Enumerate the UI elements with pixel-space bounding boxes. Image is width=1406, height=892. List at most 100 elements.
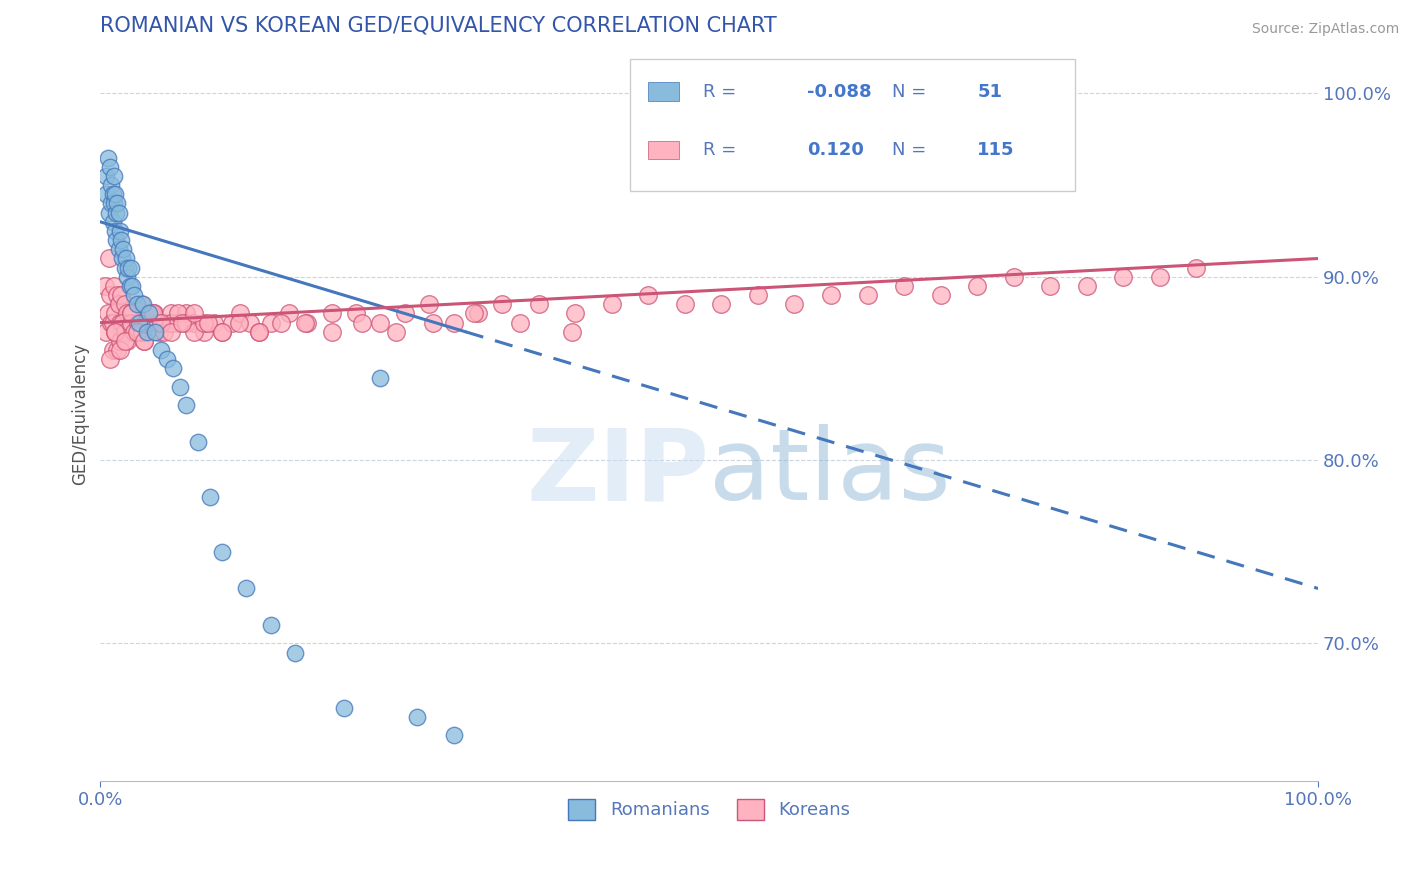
Point bbox=[134, 334, 156, 348]
Point bbox=[422, 316, 444, 330]
Point bbox=[284, 646, 307, 660]
Text: 51: 51 bbox=[977, 83, 1002, 101]
Point bbox=[104, 224, 127, 238]
Point bbox=[104, 325, 127, 339]
Point bbox=[247, 325, 270, 339]
Point bbox=[97, 205, 120, 219]
Point bbox=[117, 316, 139, 330]
Point bbox=[600, 297, 623, 311]
Point bbox=[228, 316, 250, 330]
Point bbox=[120, 306, 142, 320]
Point bbox=[174, 398, 197, 412]
Point bbox=[167, 306, 190, 320]
Point bbox=[491, 297, 513, 311]
Point bbox=[101, 316, 124, 330]
Point bbox=[153, 316, 176, 330]
Point bbox=[929, 288, 952, 302]
Point bbox=[112, 316, 135, 330]
Point bbox=[193, 325, 215, 339]
Point bbox=[105, 325, 128, 339]
Point bbox=[160, 316, 183, 330]
Point bbox=[561, 325, 583, 339]
Point bbox=[124, 325, 146, 339]
Point bbox=[463, 306, 485, 320]
Point bbox=[673, 297, 696, 311]
Point bbox=[105, 196, 128, 211]
Point bbox=[97, 306, 120, 320]
Point bbox=[160, 325, 183, 339]
Point bbox=[103, 169, 125, 183]
Point bbox=[142, 306, 165, 320]
Text: R =: R = bbox=[703, 83, 742, 101]
Point bbox=[107, 243, 129, 257]
Point bbox=[856, 288, 879, 302]
Point bbox=[128, 316, 150, 330]
Point bbox=[125, 325, 148, 339]
Point bbox=[211, 325, 233, 339]
Point bbox=[108, 224, 131, 238]
Point bbox=[129, 297, 152, 311]
Point bbox=[135, 325, 157, 339]
Point bbox=[143, 325, 166, 339]
Point bbox=[104, 325, 127, 339]
Point bbox=[115, 269, 138, 284]
Point bbox=[1002, 269, 1025, 284]
Point bbox=[156, 352, 179, 367]
Point bbox=[527, 297, 550, 311]
Text: Source: ZipAtlas.com: Source: ZipAtlas.com bbox=[1251, 22, 1399, 37]
Point bbox=[114, 260, 136, 275]
Point bbox=[125, 316, 148, 330]
Point bbox=[239, 316, 262, 330]
Point bbox=[202, 316, 225, 330]
Point bbox=[98, 160, 121, 174]
Point bbox=[108, 316, 131, 330]
Point bbox=[121, 279, 143, 293]
Point bbox=[198, 490, 221, 504]
Point bbox=[115, 252, 138, 266]
Point bbox=[114, 325, 136, 339]
Point bbox=[370, 370, 392, 384]
Text: ROMANIAN VS KOREAN GED/EQUIVALENCY CORRELATION CHART: ROMANIAN VS KOREAN GED/EQUIVALENCY CORRE… bbox=[100, 15, 778, 35]
Point bbox=[125, 297, 148, 311]
Point bbox=[278, 306, 301, 320]
Point bbox=[97, 252, 120, 266]
Point bbox=[160, 306, 183, 320]
Point bbox=[122, 325, 145, 339]
Point bbox=[385, 325, 408, 339]
Point bbox=[135, 316, 157, 330]
Point bbox=[100, 196, 122, 211]
Point bbox=[107, 297, 129, 311]
Point bbox=[105, 205, 128, 219]
Point bbox=[104, 187, 127, 202]
Point bbox=[443, 728, 465, 742]
Point bbox=[260, 618, 283, 632]
Point bbox=[115, 334, 138, 348]
Point bbox=[120, 260, 142, 275]
Point bbox=[112, 243, 135, 257]
Bar bbox=[648, 82, 679, 101]
Text: N =: N = bbox=[891, 141, 932, 160]
Point bbox=[783, 297, 806, 311]
Point bbox=[100, 178, 122, 193]
Text: atlas: atlas bbox=[709, 425, 950, 522]
Point bbox=[105, 343, 128, 358]
Point bbox=[100, 316, 122, 330]
Point bbox=[115, 325, 138, 339]
Point bbox=[966, 279, 988, 293]
Y-axis label: GED/Equivalency: GED/Equivalency bbox=[72, 343, 89, 485]
Point bbox=[117, 260, 139, 275]
Point bbox=[101, 215, 124, 229]
Point bbox=[229, 306, 252, 320]
Point bbox=[103, 196, 125, 211]
Point bbox=[152, 325, 174, 339]
Point bbox=[96, 187, 118, 202]
Point bbox=[1039, 279, 1062, 293]
Point bbox=[211, 545, 233, 559]
Point bbox=[142, 306, 165, 320]
Point bbox=[467, 306, 489, 320]
Point bbox=[321, 306, 343, 320]
Point bbox=[138, 316, 160, 330]
Point bbox=[111, 252, 134, 266]
Point bbox=[114, 297, 136, 311]
Point bbox=[101, 187, 124, 202]
